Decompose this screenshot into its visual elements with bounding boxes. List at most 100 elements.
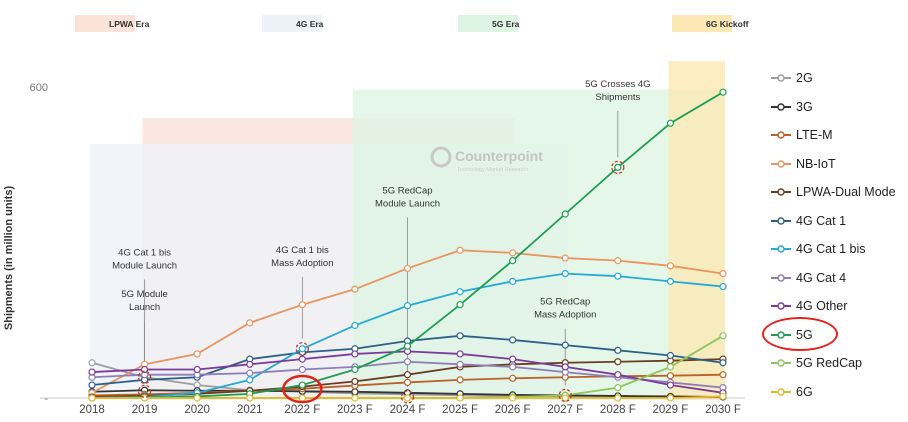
data-point <box>246 394 254 402</box>
watermark-logo-icon <box>430 146 452 168</box>
data-point <box>561 254 569 262</box>
legend-highlight-oval <box>762 316 838 351</box>
data-point <box>666 277 675 285</box>
legend-item: 4G Cat 1 bis <box>770 235 905 264</box>
legend-item: 4G Other <box>770 292 905 321</box>
y-axis-label: Shipments (in million units) <box>3 186 15 331</box>
annotation-label: 4G Cat 1 bis <box>118 247 171 258</box>
data-point <box>456 332 464 340</box>
data-point <box>193 365 201 374</box>
data-point <box>666 372 675 380</box>
data-point <box>193 350 201 358</box>
legend-item: 3G <box>770 93 905 122</box>
legend-swatch <box>771 274 791 282</box>
legend-swatch <box>771 160 791 168</box>
era-bands <box>90 61 725 400</box>
data-point <box>666 119 675 127</box>
annotation-label: 5G Crosses 4G <box>585 79 650 90</box>
data-point <box>719 282 727 291</box>
x-tick-label: 2022 F <box>284 404 320 416</box>
legend-label: NB-IoT <box>796 156 836 171</box>
legend-item: 4G Cat 4 <box>770 264 905 293</box>
data-point <box>456 394 464 402</box>
annotation-marker <box>137 370 152 384</box>
y-tick-label: - <box>44 393 48 405</box>
era-band <box>352 89 725 400</box>
legend-swatch <box>771 131 791 139</box>
x-tick-label: 2018 <box>79 404 105 416</box>
data-point <box>561 270 569 278</box>
data-point <box>509 394 517 402</box>
era-legend-swatch <box>672 15 732 32</box>
annotation-marker <box>558 388 572 403</box>
legend-label: LTE-M <box>796 128 833 143</box>
data-point <box>298 345 306 353</box>
data-point <box>193 394 201 402</box>
data-point <box>614 346 622 354</box>
legend-label: LPWA-Dual Mode <box>796 185 896 200</box>
annotation-label: Mass Adoption <box>534 310 596 321</box>
data-point <box>88 394 96 402</box>
data-point <box>509 249 517 257</box>
series-legend: 2G 3G LTE-M NB-IoT LPWA-Dual Mode 4G Cat 1 4G … <box>762 64 905 407</box>
legend-item: 5G <box>762 316 905 351</box>
data-point <box>403 358 412 366</box>
legend-item: NB-IoT <box>770 150 905 179</box>
data-point <box>403 394 412 402</box>
data-point <box>666 381 675 389</box>
data-point <box>719 371 727 379</box>
data-point <box>298 394 306 402</box>
data-point <box>351 350 359 358</box>
annotation-label: Shipments <box>595 92 640 103</box>
data-point <box>456 350 464 358</box>
data-point <box>403 371 412 379</box>
data-point <box>298 355 306 363</box>
data-point <box>88 359 96 367</box>
legend-swatch <box>771 388 791 396</box>
data-point <box>456 376 464 384</box>
annotation-marker <box>295 342 309 356</box>
data-point <box>561 363 569 371</box>
data-point <box>246 319 254 327</box>
annotation-label: 5G RedCap <box>540 297 590 308</box>
data-point <box>666 394 675 402</box>
data-point <box>456 246 464 254</box>
watermark: Counterpoint Technology Market Research <box>430 146 543 173</box>
x-tick-label: 2025 F <box>442 404 478 416</box>
data-point <box>509 336 517 344</box>
x-tick-label: 2023 F <box>337 404 373 416</box>
data-point <box>614 257 622 265</box>
x-tick-label: 2029 F <box>653 404 689 416</box>
legend-item: 4G Cat 1 <box>770 207 905 236</box>
data-point <box>403 302 412 310</box>
legend-item: 6G <box>770 378 905 407</box>
data-point <box>719 392 727 401</box>
data-point <box>719 332 727 340</box>
legend-swatch <box>771 188 791 196</box>
series-4g-other <box>88 347 727 397</box>
data-point <box>614 384 622 392</box>
data-point <box>614 394 622 402</box>
legend-label: 3G <box>796 99 813 114</box>
legend-label: 4G Cat 4 <box>796 270 847 285</box>
legend-item: LTE-M <box>770 121 905 150</box>
data-point <box>561 394 569 402</box>
data-point <box>351 377 359 386</box>
data-point <box>351 388 359 396</box>
x-tick-label: 2021 <box>237 404 263 416</box>
data-point <box>298 365 306 374</box>
data-point <box>666 351 675 360</box>
data-point <box>298 301 306 309</box>
era-legend-swatch <box>262 15 322 32</box>
data-point <box>351 285 359 293</box>
highlight-5g-2022-marker <box>282 374 323 404</box>
legend-swatch <box>771 74 791 82</box>
data-point <box>509 277 517 285</box>
data-point <box>509 363 517 371</box>
y-tick-label: 600 <box>30 82 48 94</box>
legend-label: 6G <box>796 384 813 399</box>
data-point <box>509 374 517 382</box>
x-tick-label: 2024 F <box>390 404 426 416</box>
legend-item: 5G RedCap <box>770 349 905 378</box>
legend-item: 2G <box>770 64 905 93</box>
